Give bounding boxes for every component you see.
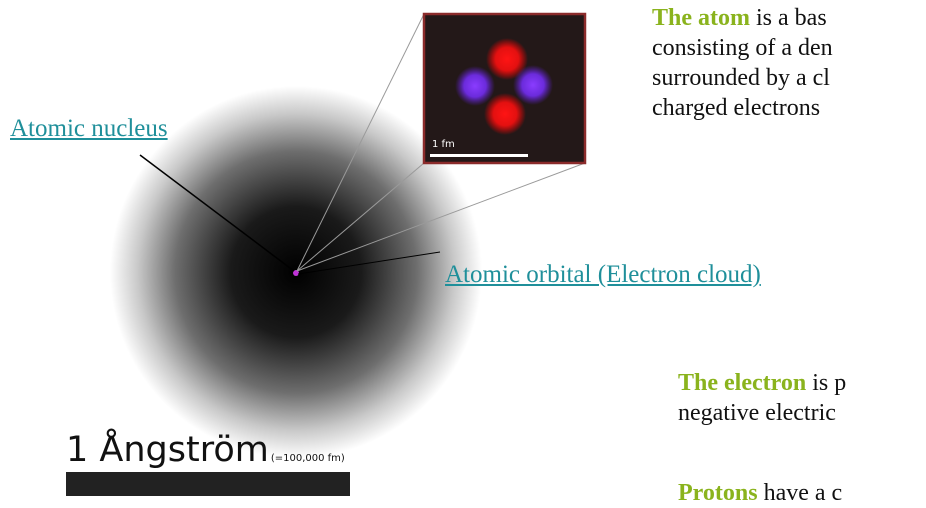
proton-top: [486, 38, 528, 80]
neutron-left: [455, 66, 495, 106]
atom-description-line-4: charged electrons: [652, 95, 821, 121]
orbital-pointer-line: [297, 251, 441, 275]
angstrom-scale-sub: (=100,000 fm): [270, 453, 345, 464]
proton-bottom: [484, 93, 526, 135]
inset-scale-bar: [430, 154, 528, 157]
electron-description-line-1: The electron is p: [678, 368, 846, 398]
protons-description: Protons have a c: [678, 478, 842, 508]
atom-description-line-3: surrounded by a cl: [652, 65, 830, 91]
atom-description-line-1: The atom is a bas: [652, 3, 833, 33]
protons-line-1-text: have a c: [757, 480, 843, 506]
electron-highlight[interactable]: The electron: [678, 370, 807, 396]
zoom-line-bottom-right: [296, 162, 586, 272]
atom-line-1-text: is a bas: [750, 5, 827, 31]
angstrom-scale-bar: [66, 472, 350, 496]
inset-scale-label: 1 fm: [432, 139, 455, 150]
electron-description-line-2: negative electric: [678, 400, 836, 426]
atom-highlight[interactable]: The atom: [652, 5, 750, 31]
nucleus-dot: [293, 270, 299, 276]
electron-description: The electron is p negative electric: [678, 368, 846, 428]
atomic-nucleus-link[interactable]: Atomic nucleus: [10, 115, 168, 142]
atomic-orbital-link[interactable]: Atomic orbital (Electron cloud): [445, 261, 761, 288]
zoom-line-top-left: [296, 13, 425, 272]
nucleus-pointer-line: [139, 154, 295, 272]
electron-line-1-text: is p: [806, 370, 847, 396]
protons-highlight[interactable]: Protons: [678, 480, 758, 506]
atom-description: The atom is a bas consisting of a den su…: [652, 3, 833, 123]
nucleus-zoom-inset: [422, 12, 587, 165]
protons-description-line-1: Protons have a c: [678, 478, 842, 508]
angstrom-scale-label: 1 Ångström (=100,000 fm): [66, 430, 345, 470]
zoom-line-bottom-left: [296, 162, 425, 272]
atom-diagram: [110, 12, 587, 458]
angstrom-scale-main: 1 Ångström: [66, 430, 269, 470]
atom-description-line-2: consisting of a den: [652, 35, 833, 61]
neutron-right: [513, 65, 553, 105]
